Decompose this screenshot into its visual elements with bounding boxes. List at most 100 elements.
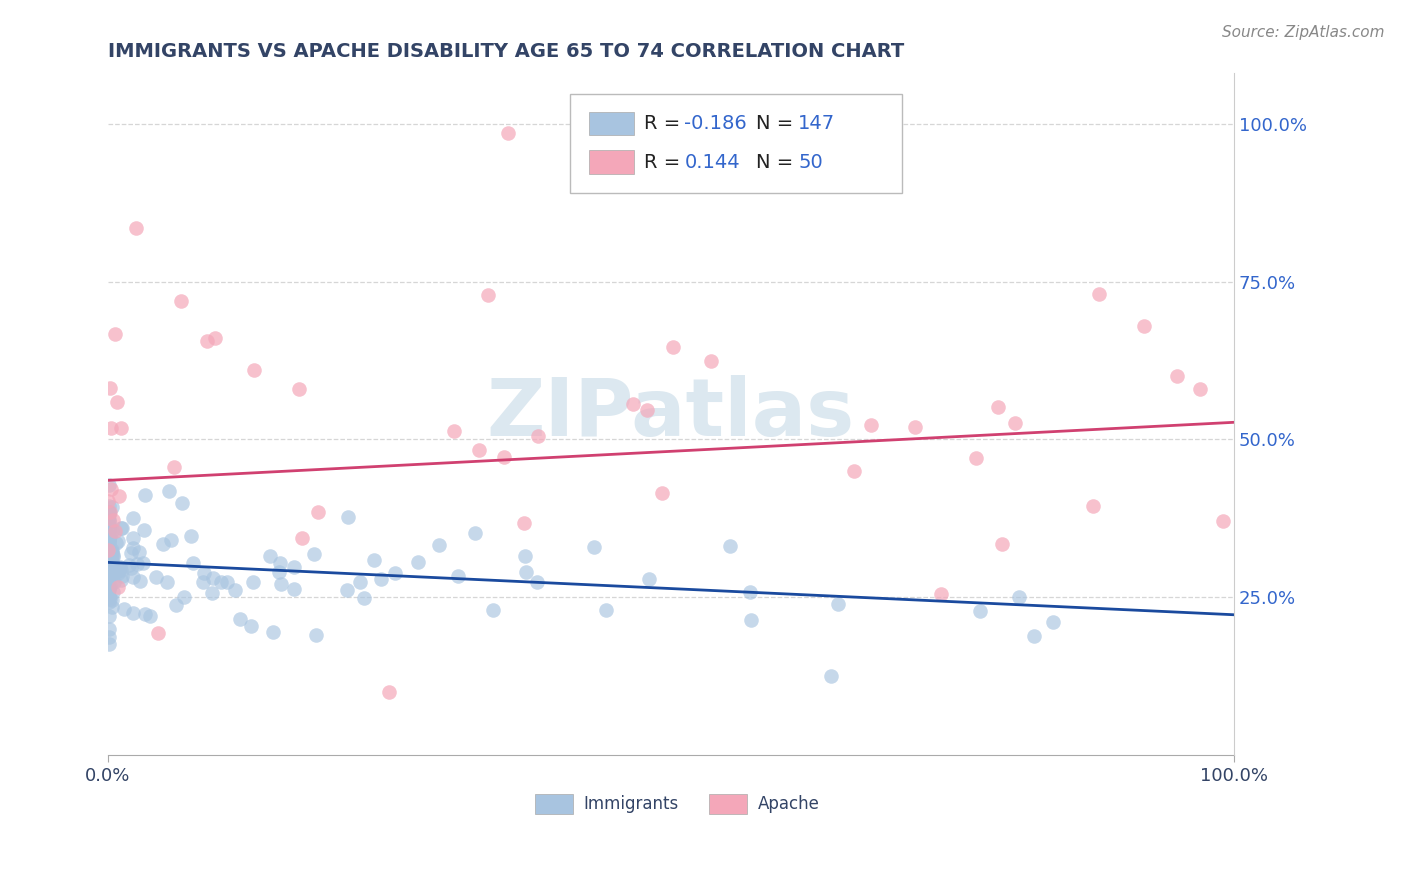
Point bbox=[98, 507, 121, 521]
Point bbox=[128, 574, 150, 589]
Point bbox=[201, 571, 224, 585]
Text: R =: R = bbox=[644, 153, 686, 171]
Point bbox=[718, 539, 741, 553]
Point bbox=[98, 637, 121, 651]
Point bbox=[110, 421, 132, 435]
Point bbox=[181, 556, 204, 570]
Point bbox=[447, 569, 470, 583]
Point bbox=[103, 575, 125, 590]
FancyBboxPatch shape bbox=[589, 112, 634, 135]
Point bbox=[515, 565, 537, 579]
Point bbox=[353, 591, 375, 606]
Point bbox=[97, 543, 120, 558]
Point bbox=[527, 429, 550, 443]
Text: 147: 147 bbox=[799, 113, 835, 133]
Point bbox=[283, 560, 305, 574]
Point bbox=[122, 606, 145, 620]
Point bbox=[139, 608, 162, 623]
Point bbox=[98, 557, 121, 571]
Point bbox=[305, 628, 328, 642]
Point bbox=[827, 597, 849, 611]
Point bbox=[191, 575, 214, 590]
Point bbox=[464, 526, 486, 541]
Point bbox=[270, 576, 292, 591]
Point bbox=[101, 554, 124, 568]
Point bbox=[98, 582, 121, 596]
Point bbox=[1083, 499, 1105, 513]
Point bbox=[662, 341, 685, 355]
Point bbox=[496, 127, 519, 141]
Point bbox=[100, 543, 122, 558]
Point bbox=[152, 537, 174, 551]
Point bbox=[145, 570, 167, 584]
Point bbox=[842, 464, 865, 478]
FancyBboxPatch shape bbox=[534, 794, 572, 814]
Point bbox=[195, 334, 218, 348]
Text: -0.186: -0.186 bbox=[685, 113, 747, 133]
Point bbox=[98, 536, 121, 550]
Point bbox=[1212, 514, 1234, 528]
Point bbox=[1008, 591, 1031, 605]
Point bbox=[108, 562, 131, 576]
Point bbox=[110, 563, 132, 577]
Point bbox=[98, 590, 121, 604]
Point bbox=[110, 521, 132, 535]
Point bbox=[98, 566, 121, 580]
Point bbox=[134, 607, 156, 622]
Point bbox=[595, 602, 617, 616]
Point bbox=[146, 625, 169, 640]
Point bbox=[120, 561, 142, 575]
Point bbox=[108, 489, 131, 503]
Point bbox=[111, 568, 134, 582]
Point bbox=[134, 488, 156, 502]
Point bbox=[443, 425, 465, 439]
Text: ZIPatlas: ZIPatlas bbox=[486, 376, 855, 453]
Point bbox=[513, 516, 536, 531]
Point bbox=[1166, 369, 1188, 384]
Text: Source: ZipAtlas.com: Source: ZipAtlas.com bbox=[1222, 25, 1385, 40]
Point bbox=[481, 603, 503, 617]
Text: 0.144: 0.144 bbox=[685, 153, 740, 171]
Point bbox=[98, 554, 121, 568]
Point bbox=[513, 549, 536, 564]
Point bbox=[98, 499, 121, 513]
Point bbox=[98, 581, 121, 595]
Point bbox=[103, 513, 125, 527]
Point bbox=[969, 604, 991, 618]
Point bbox=[98, 582, 121, 597]
Point bbox=[100, 544, 122, 558]
Point bbox=[363, 553, 385, 567]
Point bbox=[98, 549, 121, 563]
Point bbox=[623, 397, 645, 411]
Point bbox=[98, 557, 121, 571]
Point bbox=[242, 574, 264, 589]
Point bbox=[100, 482, 122, 496]
Point bbox=[262, 624, 284, 639]
Point bbox=[104, 536, 127, 550]
Point bbox=[97, 494, 120, 508]
Point bbox=[98, 529, 121, 543]
Point bbox=[100, 564, 122, 578]
Point bbox=[991, 537, 1014, 551]
Point bbox=[170, 293, 193, 308]
Point bbox=[100, 593, 122, 607]
Point bbox=[98, 549, 121, 564]
Point bbox=[98, 564, 121, 578]
Point bbox=[103, 549, 125, 563]
Point bbox=[157, 484, 180, 499]
Point bbox=[193, 566, 215, 580]
Point bbox=[98, 532, 121, 546]
Point bbox=[269, 556, 291, 570]
Text: N =: N = bbox=[756, 153, 800, 171]
Point bbox=[98, 579, 121, 593]
Point bbox=[307, 505, 329, 519]
Point bbox=[105, 394, 128, 409]
Point bbox=[336, 583, 359, 598]
Point bbox=[98, 560, 121, 574]
Point bbox=[98, 609, 121, 624]
Point bbox=[98, 544, 121, 558]
Point bbox=[1042, 615, 1064, 629]
Point bbox=[408, 555, 430, 569]
Point bbox=[125, 221, 148, 235]
Point bbox=[1004, 416, 1026, 430]
